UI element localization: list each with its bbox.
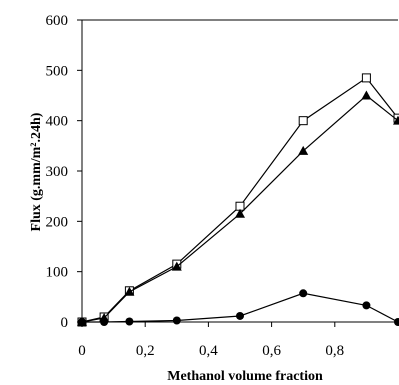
x-tick-label: 0,6 xyxy=(262,343,281,359)
data-point-circle xyxy=(394,318,399,326)
data-point-triangle xyxy=(235,208,245,218)
y-tick-label: 100 xyxy=(46,265,69,281)
data-point-triangle xyxy=(361,90,372,100)
series-open-square xyxy=(77,73,399,327)
x-tick-label: 0 xyxy=(78,343,86,359)
ticks: 0 100 200 300 400 500 600 0 0,2 0,4 0,6 0,8 xyxy=(46,13,345,359)
series-line xyxy=(82,292,399,323)
data-point-circle xyxy=(172,316,181,325)
y-tick-label: 0 xyxy=(61,315,69,331)
data-point-triangle xyxy=(393,115,399,125)
y-tick-label: 400 xyxy=(46,114,69,130)
x-tick-label: 0,8 xyxy=(325,343,344,359)
data-point-circle xyxy=(236,311,244,320)
y-axis-title: Flux (g.mm/m².24h) xyxy=(29,112,44,231)
x-tick-label: 0,2 xyxy=(136,343,155,359)
y-tick-label: 500 xyxy=(46,63,69,79)
series-layer xyxy=(77,73,399,327)
x-tick-label: 0,4 xyxy=(199,343,218,359)
data-point-circle xyxy=(299,289,308,298)
data-point-triangle xyxy=(124,286,135,296)
data-point-circle xyxy=(125,317,134,326)
data-point-triangle xyxy=(171,261,182,271)
y-tick-label: 300 xyxy=(46,164,69,180)
y-tick-label: 600 xyxy=(46,13,69,29)
data-point-square xyxy=(361,73,371,83)
data-point-square xyxy=(298,116,308,126)
series-filled-circle xyxy=(78,289,399,326)
series-line xyxy=(81,94,399,323)
y-tick-label: 200 xyxy=(46,214,69,230)
data-point-circle xyxy=(78,318,86,326)
data-point-circle xyxy=(362,301,371,310)
data-point-circle xyxy=(100,318,109,326)
plot-frame xyxy=(81,19,398,323)
x-axis-title: Methanol volume fraction xyxy=(167,369,323,384)
series-line xyxy=(81,77,399,323)
data-point-triangle xyxy=(298,145,309,155)
